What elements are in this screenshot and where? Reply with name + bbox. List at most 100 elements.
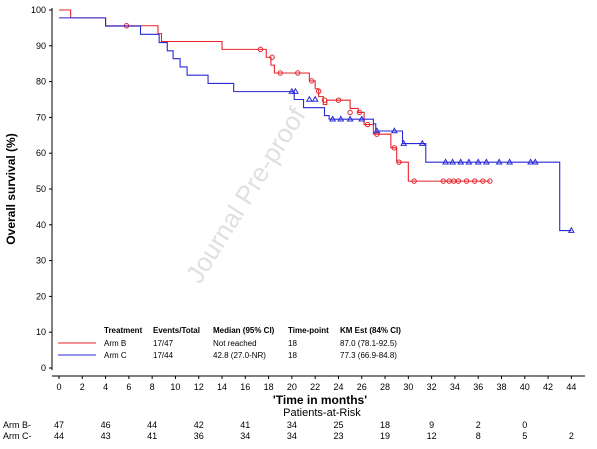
- x-tick-label: 26: [357, 382, 367, 392]
- risk-row-label: Arm C-: [3, 431, 32, 441]
- censor-mark-arm-b: [396, 159, 402, 165]
- x-tick-label: 6: [126, 382, 131, 392]
- risk-count: 9: [429, 420, 434, 430]
- risk-count: 43: [101, 431, 111, 441]
- censor-mark-arm-b: [455, 178, 462, 184]
- censor-mark-arm-b: [440, 178, 446, 184]
- x-tick-label: 44: [566, 382, 576, 392]
- legend-cell: 77.3 (66.9-84.8): [340, 351, 397, 360]
- x-tick-label: 32: [427, 382, 437, 392]
- censor-mark-arm-c: [291, 87, 299, 94]
- risk-count: 42: [194, 420, 204, 430]
- censor-mark-arm-c: [358, 115, 366, 122]
- x-tick-label: 36: [473, 382, 483, 392]
- legend-header: KM Est (84% CI): [340, 326, 401, 335]
- curve-arm-c: [59, 17, 572, 232]
- censor-mark-arm-c: [457, 158, 465, 165]
- y-tick-label: 10: [36, 327, 46, 337]
- censor-mark-arm-c: [527, 158, 535, 165]
- survival-curves: [59, 9, 575, 233]
- risk-count: 34: [287, 420, 297, 430]
- legend-cell: 18: [288, 339, 297, 348]
- x-tick-label: 2: [80, 382, 85, 392]
- x-tick-label: 10: [170, 382, 180, 392]
- risk-count: 12: [427, 431, 437, 441]
- y-tick-label: 60: [36, 148, 46, 158]
- x-tick-label: 34: [450, 382, 460, 392]
- risk-count: 18: [380, 420, 390, 430]
- censor-mark-arm-c: [449, 158, 457, 165]
- risk-count: 8: [476, 431, 481, 441]
- censor-mark-arm-b: [308, 78, 315, 84]
- censor-mark-arm-c: [482, 158, 490, 165]
- censor-mark-arm-b: [391, 145, 398, 151]
- x-tick-label: 22: [310, 382, 320, 392]
- legend-header: Time-point: [288, 326, 329, 335]
- censor-mark-arm-b: [295, 70, 301, 76]
- censor-mark-arm-c: [329, 115, 337, 122]
- x-tick-label: 4: [103, 382, 108, 392]
- x-tick-label: 0: [56, 382, 61, 392]
- legend-cell: Arm B: [104, 339, 126, 348]
- legend-cell: 87.0 (78.1-92.5): [340, 339, 397, 348]
- x-tick-label: 24: [333, 382, 343, 392]
- censor-mark-arm-b: [472, 178, 478, 184]
- y-tick-label: 0: [41, 363, 46, 373]
- legend-cell: Arm C: [104, 351, 127, 360]
- censor-mark-arm-c: [474, 158, 482, 165]
- x-tick-label: 18: [264, 382, 274, 392]
- censor-mark-arm-b: [277, 70, 283, 76]
- risk-count: 34: [287, 431, 297, 441]
- legend-header: Events/Total: [153, 326, 200, 335]
- curve-arm-b: [59, 9, 490, 182]
- risk-count: 41: [240, 420, 250, 430]
- risk-row-label: Arm B-: [3, 420, 31, 430]
- censor-mark-arm-b: [321, 97, 328, 103]
- risk-count: 44: [54, 431, 64, 441]
- y-tick-label: 80: [36, 77, 46, 87]
- censor-mark-arm-b: [463, 178, 470, 184]
- censor-mark-arm-c: [506, 158, 514, 165]
- y-tick-label: 40: [36, 220, 46, 230]
- y-tick-label: 20: [36, 291, 46, 301]
- censor-mark-arm-b: [356, 109, 363, 116]
- censor-mark-arm-b: [257, 46, 264, 53]
- censor-mark-arm-c: [390, 127, 398, 134]
- x-tick-label: 20: [287, 382, 297, 392]
- y-tick-label: 90: [36, 41, 46, 51]
- censor-mark-arm-c: [567, 226, 575, 233]
- censor-mark-arm-c: [418, 139, 426, 146]
- censor-mark-arm-c: [442, 158, 450, 165]
- legend-header: Median (95% CI): [213, 326, 275, 335]
- y-tick-label: 100: [31, 5, 46, 15]
- censor-mark-arm-c: [373, 127, 381, 134]
- legend-cell: 18: [288, 351, 297, 360]
- x-tick-label: 30: [403, 382, 413, 392]
- y-tick-label: 30: [36, 256, 46, 266]
- x-tick-label: 42: [543, 382, 553, 392]
- legend-cell: 42.8 (27.0-NR): [213, 351, 266, 360]
- x-tick-label: 38: [496, 382, 506, 392]
- legend: Treatment Events/Total Median (95% CI) Time…: [58, 326, 401, 360]
- censor-mark-arm-b: [480, 178, 486, 184]
- risk-count: 0: [522, 420, 527, 430]
- risk-count: 2: [569, 431, 574, 441]
- censor-mark-arm-b: [347, 109, 353, 116]
- x-tick-label: 14: [217, 382, 227, 392]
- risk-count: 23: [333, 431, 343, 441]
- censor-mark-arm-b: [335, 97, 342, 103]
- y-tick-label: 70: [36, 112, 46, 122]
- x-tick-label: 40: [520, 382, 530, 392]
- censor-mark-arm-c: [400, 139, 408, 146]
- x-tick-label: 8: [150, 382, 155, 392]
- risk-table-title: Patients-at-Risk: [283, 407, 361, 419]
- censor-mark-arm-b: [364, 121, 371, 128]
- watermark-text: Journal Pre-proof: [180, 101, 312, 288]
- censor-mark-arm-c: [311, 95, 319, 102]
- x-tick-label: 12: [194, 382, 204, 392]
- x-axis-title: 'Time in months': [273, 393, 367, 407]
- censor-mark-arm-c: [337, 115, 345, 122]
